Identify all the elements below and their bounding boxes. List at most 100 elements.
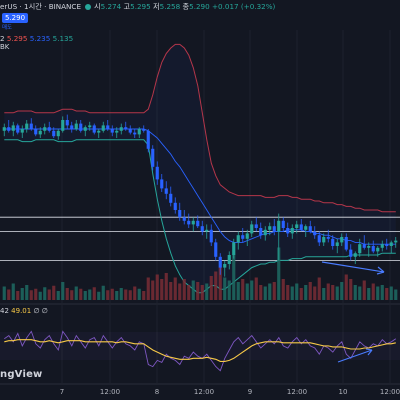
sell-price-button[interactable]: 5.290: [2, 13, 29, 23]
volume-bar: [263, 286, 267, 300]
low-label: 저: [153, 2, 160, 11]
candle-body: [313, 231, 317, 236]
candle-body: [43, 127, 47, 131]
candle-body: [349, 249, 353, 257]
rsi-ma-line: [4, 339, 396, 362]
candle-body: [214, 242, 218, 257]
legend-partial-label: BK: [0, 43, 10, 51]
volume-bar: [151, 280, 155, 300]
candle-body: [178, 210, 182, 218]
candle-body: [7, 127, 11, 131]
volume-bar: [29, 290, 33, 300]
volume-bar: [344, 274, 348, 300]
candle-body: [259, 228, 263, 236]
candle-body: [268, 226, 272, 230]
bollinger-middle-line: [4, 128, 396, 245]
candle-body: [106, 125, 110, 129]
candle-body: [290, 228, 294, 234]
volume-bar: [362, 280, 366, 300]
candle-body: [331, 238, 335, 246]
candle-body: [151, 148, 155, 167]
volume-bar: [169, 282, 173, 300]
volume-bar: [371, 283, 375, 300]
candle-body: [254, 224, 258, 228]
candle-body: [38, 130, 42, 135]
volume-bar: [142, 291, 146, 300]
sell-label: 매도: [2, 25, 13, 31]
open-label: 시: [94, 2, 101, 11]
candle-body: [340, 237, 344, 243]
candle-body: [52, 130, 56, 137]
candle-body: [376, 247, 380, 252]
volume-bar: [101, 285, 105, 300]
candle-body: [16, 125, 20, 133]
bb-upper-value: 5.235: [29, 34, 51, 43]
candle-body: [263, 229, 267, 236]
volume-bar: [43, 287, 47, 300]
volume-bar: [61, 282, 65, 300]
volume-bar: [83, 291, 87, 300]
volume-bar: [200, 285, 204, 300]
x-tick-label: 12:00: [193, 388, 215, 396]
volume-bar: [2, 286, 6, 300]
candle-body: [223, 264, 227, 268]
bb-prefix: 2: [0, 34, 5, 43]
candle-body: [367, 246, 371, 248]
volume-bar: [259, 285, 263, 300]
candle-body: [169, 193, 173, 203]
volume-bar: [286, 285, 290, 300]
volume-bar: [281, 279, 285, 300]
volume-bar: [367, 288, 371, 300]
volume-bar: [146, 277, 150, 300]
candle-body: [137, 129, 141, 135]
volume-bar: [205, 283, 209, 300]
candle-body: [241, 235, 245, 239]
volume-bar: [340, 282, 344, 300]
volume-bar: [394, 289, 398, 300]
candle-body: [385, 244, 389, 246]
volume-bar: [160, 279, 164, 300]
candle-body: [277, 220, 281, 232]
candle-body: [272, 226, 276, 232]
volume-bar: [191, 280, 195, 300]
volume-bar: [47, 289, 51, 300]
candle-body: [182, 217, 186, 221]
candle-body: [88, 125, 92, 128]
change-value: +0.017 (+0.32%): [212, 2, 276, 11]
volume-bar: [164, 273, 168, 300]
candle-body: [205, 229, 209, 232]
market-status-dot: [85, 3, 91, 10]
candle-body: [200, 226, 204, 232]
rsi-band: [0, 332, 400, 360]
candle-body: [335, 242, 339, 246]
volume-bar: [376, 286, 380, 300]
volume-bar: [110, 288, 114, 300]
volume-bar: [25, 285, 29, 300]
candle-body: [187, 220, 191, 225]
candle-body: [317, 235, 321, 243]
volume-bar: [74, 286, 78, 300]
candle-body: [227, 255, 231, 264]
volume-bar: [115, 291, 119, 300]
volume-bar: [322, 288, 326, 300]
symbol-line: erUS · 1시간 · BINANCE: [0, 2, 81, 11]
volume-bar: [119, 288, 123, 300]
volume-bar: [214, 271, 218, 300]
x-tick-label: 12:00: [99, 388, 121, 396]
volume-bar: [52, 285, 56, 300]
volume-bar: [313, 286, 317, 300]
volume-bar: [7, 289, 11, 300]
candle-body: [344, 237, 348, 250]
candle-body: [56, 130, 60, 137]
candle-body: [326, 237, 330, 239]
volume-bar: [16, 291, 20, 300]
candle-body: [209, 229, 213, 243]
candle-body: [164, 188, 168, 194]
candle-body: [362, 244, 366, 248]
rsi-divergence-arrow: [337, 349, 373, 363]
candle-body: [232, 242, 236, 255]
candle-body: [11, 125, 15, 131]
x-tick-label: 12:00: [379, 388, 400, 396]
tradingview-logo: ngView: [0, 369, 43, 380]
